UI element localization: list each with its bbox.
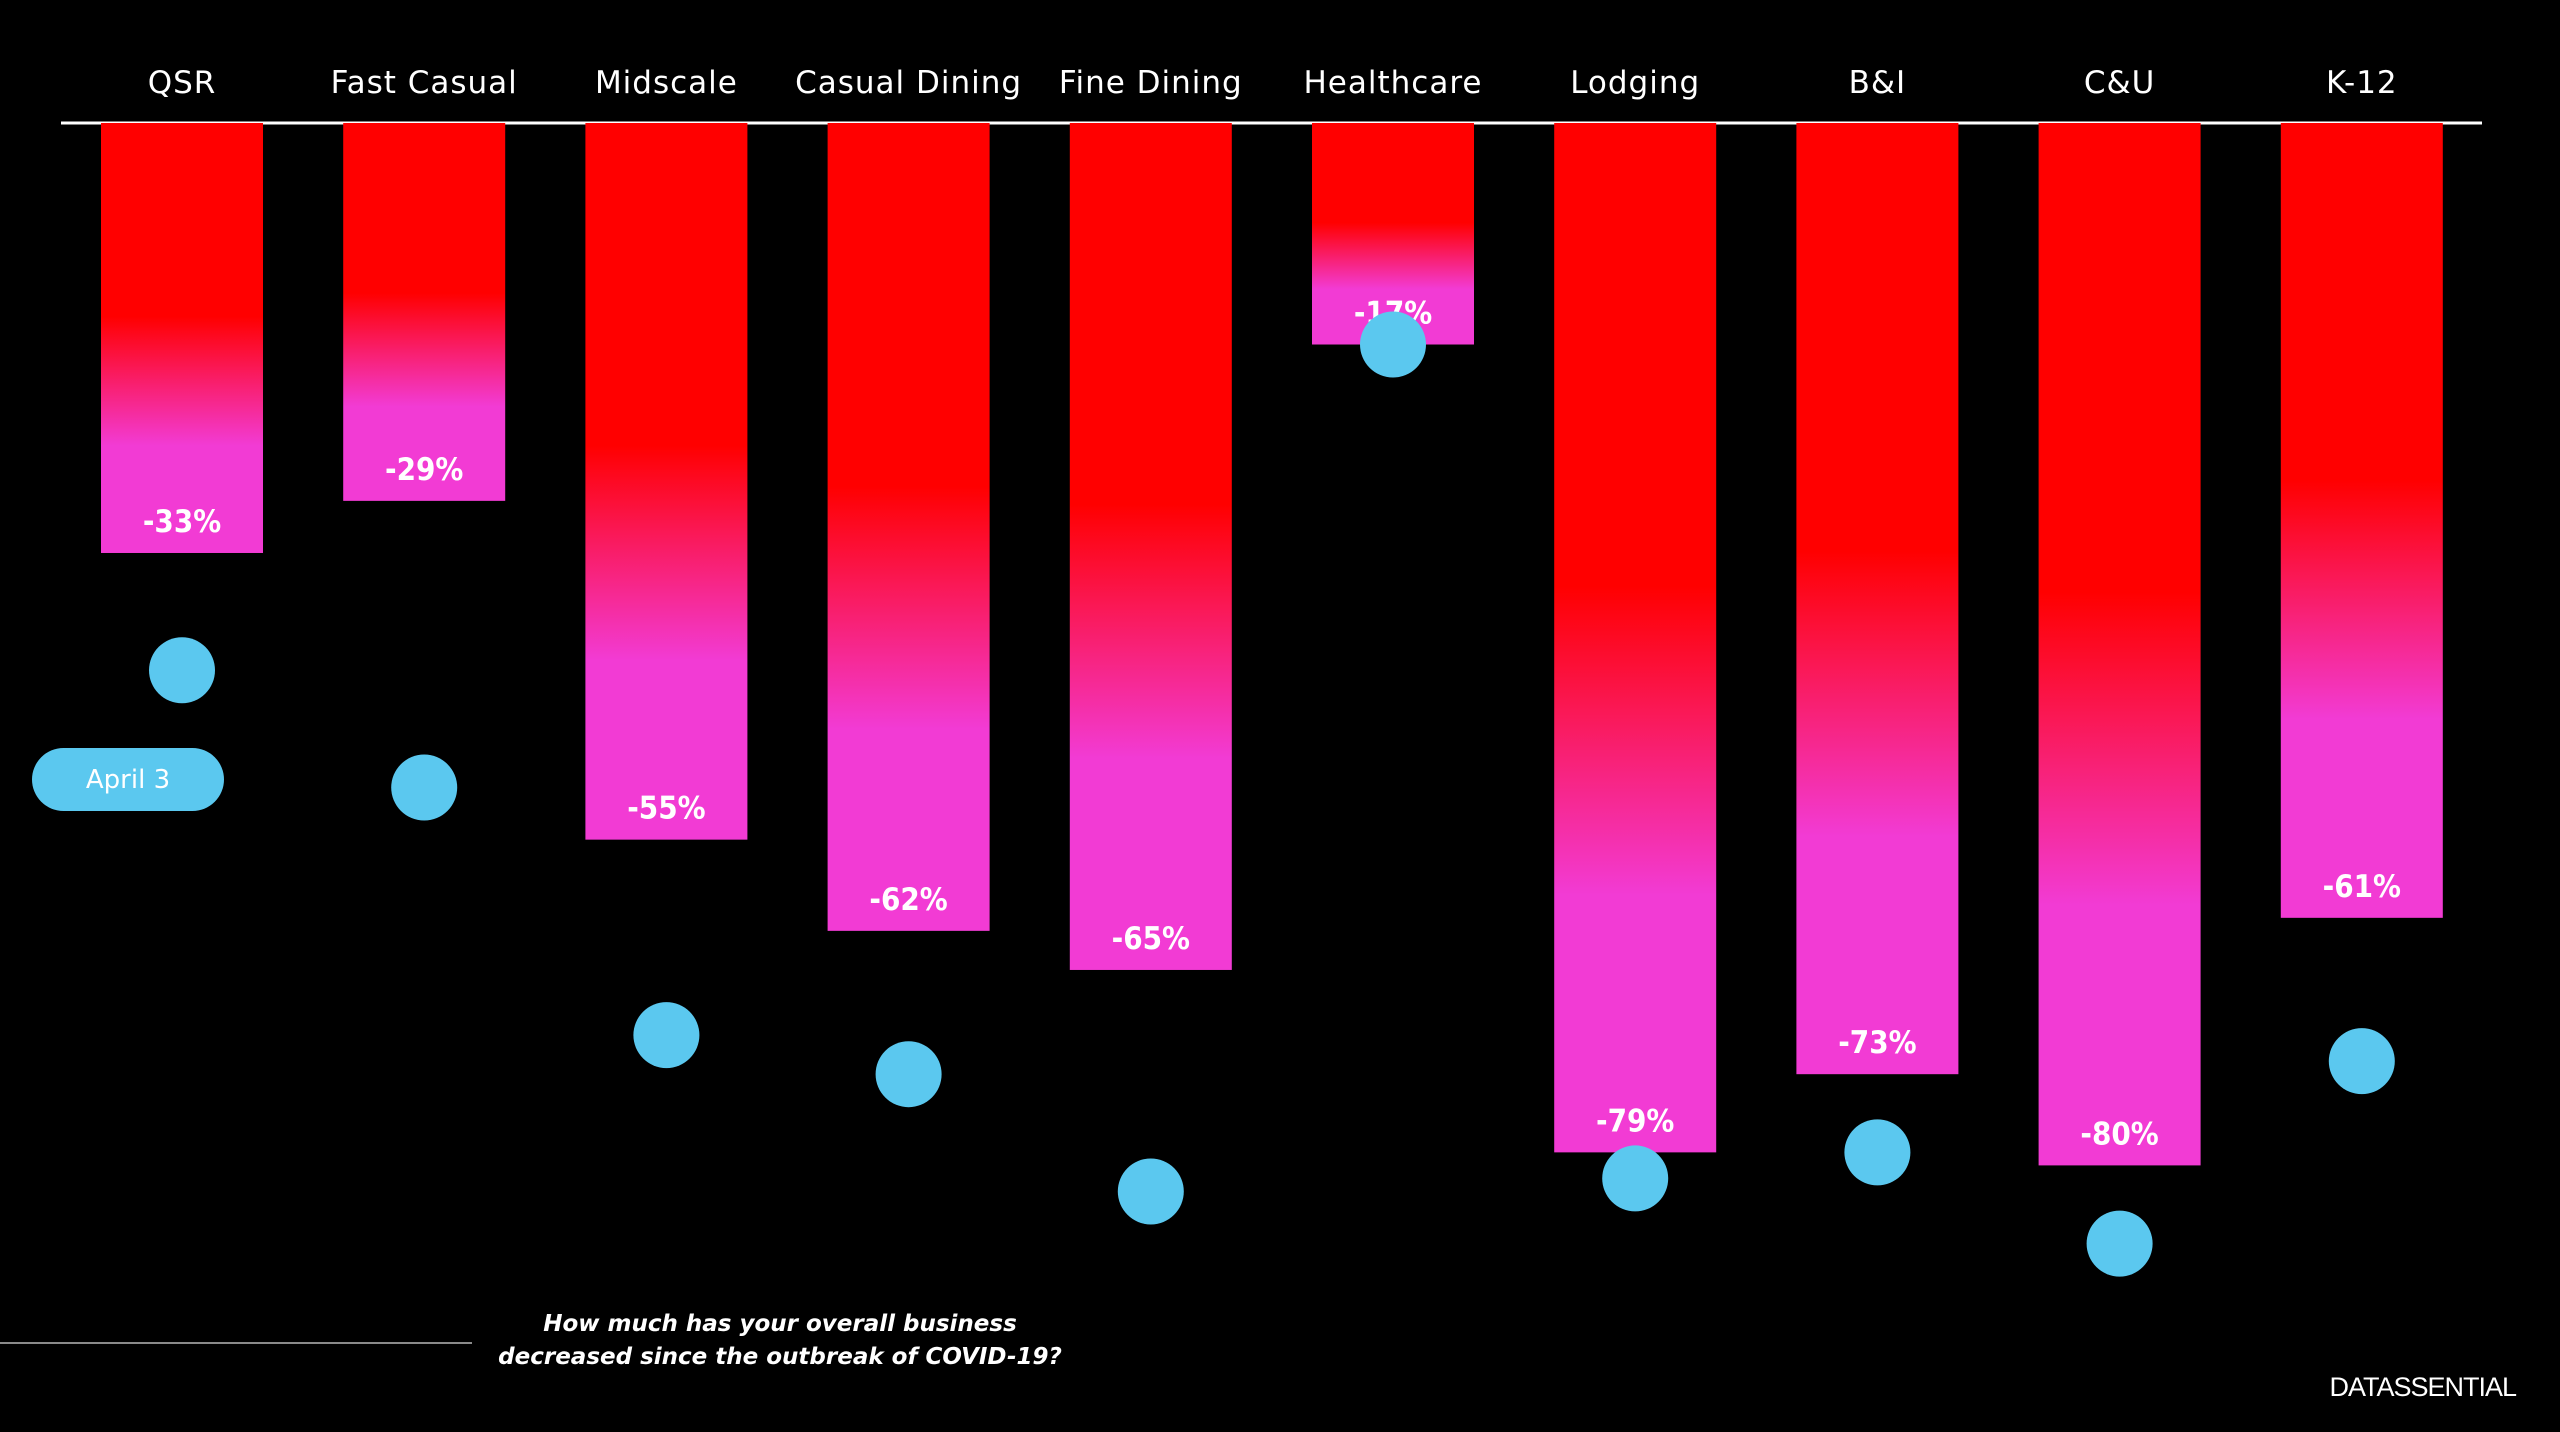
bar [343, 123, 506, 501]
bar-value-label: -29% [385, 452, 463, 488]
category-label: K-12 [2326, 65, 2398, 101]
brand-logo-text: DATASSENTIAL [2329, 1372, 2517, 1402]
category-label: Fine Dining [1059, 65, 1243, 101]
category-label: Lodging [1570, 65, 1700, 101]
bar-value-label: -33% [143, 504, 221, 540]
april-3-marker [1360, 311, 1426, 378]
april-3-marker [149, 637, 215, 704]
april-3-marker [2328, 1028, 2395, 1095]
bar [585, 123, 748, 840]
april-3-marker [633, 1002, 700, 1069]
category-label: B&I [1849, 65, 1907, 101]
bar-value-label: -79% [1596, 1103, 1674, 1139]
category-label: QSR [148, 65, 217, 101]
bar [1069, 123, 1232, 970]
april-3-marker [391, 754, 458, 821]
bar [101, 123, 263, 553]
bar [2280, 123, 2443, 918]
category-label: C&U [2084, 65, 2156, 101]
category-label: Healthcare [1304, 65, 1483, 101]
april-3-marker [1844, 1119, 1911, 1186]
april-3-marker [875, 1041, 942, 1108]
category-label: Midscale [595, 65, 738, 101]
legend-pill-april-3: April 3 [32, 748, 224, 811]
survey-question: How much has your overall business decre… [498, 1311, 1062, 1370]
bar-value-label: -61% [2323, 869, 2401, 905]
bar-value-label: -65% [1112, 921, 1190, 957]
category-label: Casual Dining [795, 65, 1022, 101]
april-3-marker [1117, 1158, 1184, 1225]
april-3-marker [1602, 1145, 1669, 1212]
bar-value-label: -55% [627, 791, 705, 827]
bar-value-label: -80% [2080, 1116, 2158, 1152]
bar [827, 123, 990, 931]
bar [1796, 123, 1959, 1075]
bar [1312, 123, 1474, 345]
bar [2038, 123, 2201, 1166]
bar-value-label: -73% [1838, 1025, 1916, 1061]
april-3-marker [2086, 1210, 2153, 1277]
category-label: Fast Casual [331, 65, 518, 101]
footnote-divider [0, 1342, 472, 1344]
bar-value-label: -62% [869, 882, 947, 918]
bar [1554, 123, 1717, 1153]
